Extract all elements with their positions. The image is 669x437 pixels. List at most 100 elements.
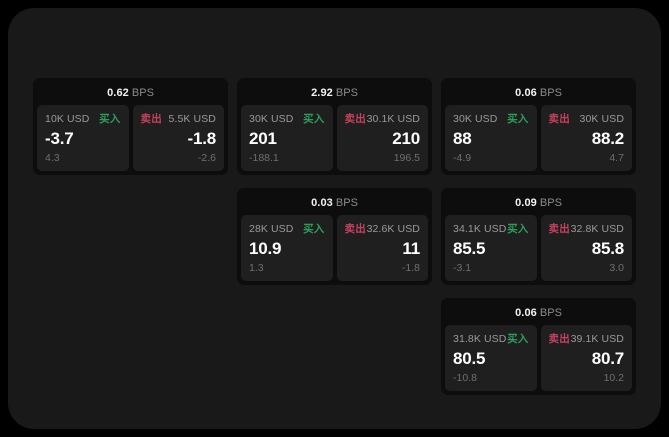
buy-panel[interactable]: 30K USD 买入 201 -188.1 (241, 105, 333, 171)
sell-panel[interactable]: 卖出 30K USD 88.2 4.7 (540, 105, 632, 171)
sell-size-label: 39.1K USD (570, 332, 624, 345)
sell-panel[interactable]: 卖出 32.8K USD 85.8 3.0 (540, 215, 632, 281)
buy-panel[interactable]: 30K USD 买入 88 -4.9 (445, 105, 537, 171)
buy-action-label: 买入 (99, 113, 121, 125)
buy-header-row: 31.8K USD 买入 (453, 332, 529, 346)
buy-size-label: 10K USD (45, 112, 90, 125)
buy-action-label: 买入 (303, 223, 325, 235)
bps-value: 2.92 (311, 87, 333, 99)
sell-size-label: 32.6K USD (366, 222, 420, 235)
buy-size-label: 30K USD (249, 112, 294, 125)
quote-column: 0.62 BPS 10K USD 买入 -3.7 4.3 卖出 5.5K USD -1.8 -2.… (33, 78, 228, 175)
sell-main-value: 88.2 (591, 128, 624, 148)
dashboard-stage: 0.62 BPS 10K USD 买入 -3.7 4.3 卖出 5.5K USD -1.8 -2.… (8, 8, 661, 429)
quote-column: 0.06 BPS 30K USD 买入 88 -4.9 卖出 30K USD 88.2 4.7 0.… (441, 78, 636, 395)
buy-sub-value: -4.9 (453, 152, 472, 164)
bps-value: 0.09 (515, 197, 537, 209)
bps-value: 0.62 (107, 87, 129, 99)
card-body: 31.8K USD 买入 80.5 -10.8 卖出 39.1K USD 80.7 10.2 (445, 325, 632, 391)
bps-value: 0.03 (311, 197, 333, 209)
quote-card[interactable]: 2.92 BPS 30K USD 买入 201 -188.1 卖出 30.1K USD 210 1… (237, 78, 432, 175)
quote-column: 2.92 BPS 30K USD 买入 201 -188.1 卖出 30.1K USD 210 1… (237, 78, 432, 285)
sell-panel[interactable]: 卖出 32.6K USD 11 -1.8 (336, 215, 428, 281)
buy-action-label: 买入 (507, 113, 529, 125)
bps-unit-label: BPS (539, 87, 562, 99)
sell-panel[interactable]: 卖出 39.1K USD 80.7 10.2 (540, 325, 632, 391)
sell-header-row: 卖出 30.1K USD (345, 112, 421, 126)
buy-header-row: 10K USD 买入 (45, 112, 121, 126)
sell-main-value: 80.7 (591, 348, 624, 368)
buy-action-label: 买入 (303, 113, 325, 125)
sell-sub-value: -2.6 (197, 152, 216, 164)
sell-main-value: 85.8 (591, 238, 624, 258)
buy-panel[interactable]: 31.8K USD 买入 80.5 -10.8 (445, 325, 537, 391)
sell-sub-value: 196.5 (393, 152, 420, 164)
buy-sub-value: 4.3 (45, 152, 60, 164)
buy-sub-value: -3.1 (453, 262, 472, 274)
sell-sub-value: -1.8 (401, 262, 420, 274)
card-header: 0.06 BPS (445, 302, 632, 322)
sell-panel[interactable]: 卖出 30.1K USD 210 196.5 (336, 105, 428, 171)
quote-card-board: 0.62 BPS 10K USD 买入 -3.7 4.3 卖出 5.5K USD -1.8 -2.… (33, 78, 638, 395)
card-header: 0.06 BPS (445, 82, 632, 102)
bps-unit-label: BPS (335, 197, 358, 209)
card-body: 30K USD 买入 88 -4.9 卖出 30K USD 88.2 4.7 (445, 105, 632, 171)
buy-size-label: 30K USD (453, 112, 498, 125)
sell-header-row: 卖出 32.8K USD (548, 222, 625, 236)
card-body: 30K USD 买入 201 -188.1 卖出 30.1K USD 210 196.5 (241, 105, 428, 171)
card-body: 34.1K USD 买入 85.5 -3.1 卖出 32.8K USD 85.8 3.0 (445, 215, 632, 281)
quote-card[interactable]: 0.03 BPS 28K USD 买入 10.9 1.3 卖出 32.6K USD 11 -1.8 (237, 188, 432, 285)
sell-sub-value: 3.0 (609, 262, 624, 274)
bps-unit-label: BPS (131, 87, 154, 99)
sell-action-label: 卖出 (548, 113, 570, 125)
sell-header-row: 卖出 30K USD (548, 112, 625, 126)
buy-main-value: -3.7 (45, 128, 74, 148)
buy-sub-value: -10.8 (453, 372, 477, 384)
sell-header-row: 卖出 5.5K USD (140, 112, 217, 126)
buy-size-label: 34.1K USD (453, 222, 507, 235)
sell-header-row: 卖出 32.6K USD (344, 222, 421, 236)
buy-main-value: 201 (249, 128, 277, 148)
buy-sub-value: -188.1 (249, 152, 279, 164)
buy-action-label: 买入 (507, 223, 529, 235)
quote-card[interactable]: 0.06 BPS 31.8K USD 买入 80.5 -10.8 卖出 39.1K USD 80… (441, 298, 636, 395)
buy-header-row: 30K USD 买入 (453, 112, 529, 126)
bps-value: 0.06 (515, 307, 537, 319)
sell-size-label: 5.5K USD (168, 112, 216, 125)
buy-main-value: 85.5 (453, 238, 486, 258)
card-header: 0.62 BPS (37, 82, 224, 102)
buy-panel[interactable]: 10K USD 买入 -3.7 4.3 (37, 105, 129, 171)
buy-main-value: 80.5 (453, 348, 486, 368)
buy-header-row: 34.1K USD 买入 (453, 222, 529, 236)
card-body: 10K USD 买入 -3.7 4.3 卖出 5.5K USD -1.8 -2.6 (37, 105, 224, 171)
sell-size-label: 30.1K USD (366, 112, 420, 125)
quote-card[interactable]: 0.62 BPS 10K USD 买入 -3.7 4.3 卖出 5.5K USD -1.8 -2.… (33, 78, 228, 175)
buy-header-row: 28K USD 买入 (249, 222, 325, 236)
sell-sub-value: 4.7 (609, 152, 624, 164)
sell-main-value: 11 (402, 238, 420, 258)
sell-action-label: 卖出 (140, 113, 162, 125)
sell-sub-value: 10.2 (603, 372, 624, 384)
sell-action-label: 卖出 (548, 333, 570, 345)
sell-action-label: 卖出 (344, 223, 366, 235)
buy-panel[interactable]: 28K USD 买入 10.9 1.3 (241, 215, 333, 281)
sell-panel[interactable]: 卖出 5.5K USD -1.8 -2.6 (132, 105, 224, 171)
card-header: 0.03 BPS (241, 192, 428, 212)
sell-size-label: 30K USD (579, 112, 624, 125)
sell-size-label: 32.8K USD (570, 222, 624, 235)
quote-card[interactable]: 0.06 BPS 30K USD 买入 88 -4.9 卖出 30K USD 88.2 4.7 (441, 78, 636, 175)
buy-sub-value: 1.3 (249, 262, 264, 274)
card-body: 28K USD 买入 10.9 1.3 卖出 32.6K USD 11 -1.8 (241, 215, 428, 281)
sell-action-label: 卖出 (548, 223, 570, 235)
quote-card[interactable]: 0.09 BPS 34.1K USD 买入 85.5 -3.1 卖出 32.8K USD 85.… (441, 188, 636, 285)
buy-size-label: 28K USD (249, 222, 294, 235)
buy-size-label: 31.8K USD (453, 332, 507, 345)
sell-main-value: -1.8 (187, 128, 217, 148)
sell-header-row: 卖出 39.1K USD (548, 332, 625, 346)
bps-unit-label: BPS (539, 307, 562, 319)
buy-panel[interactable]: 34.1K USD 买入 85.5 -3.1 (445, 215, 537, 281)
buy-header-row: 30K USD 买入 (249, 112, 325, 126)
bps-value: 0.06 (515, 87, 537, 99)
buy-main-value: 10.9 (249, 238, 282, 258)
bps-unit-label: BPS (539, 197, 562, 209)
